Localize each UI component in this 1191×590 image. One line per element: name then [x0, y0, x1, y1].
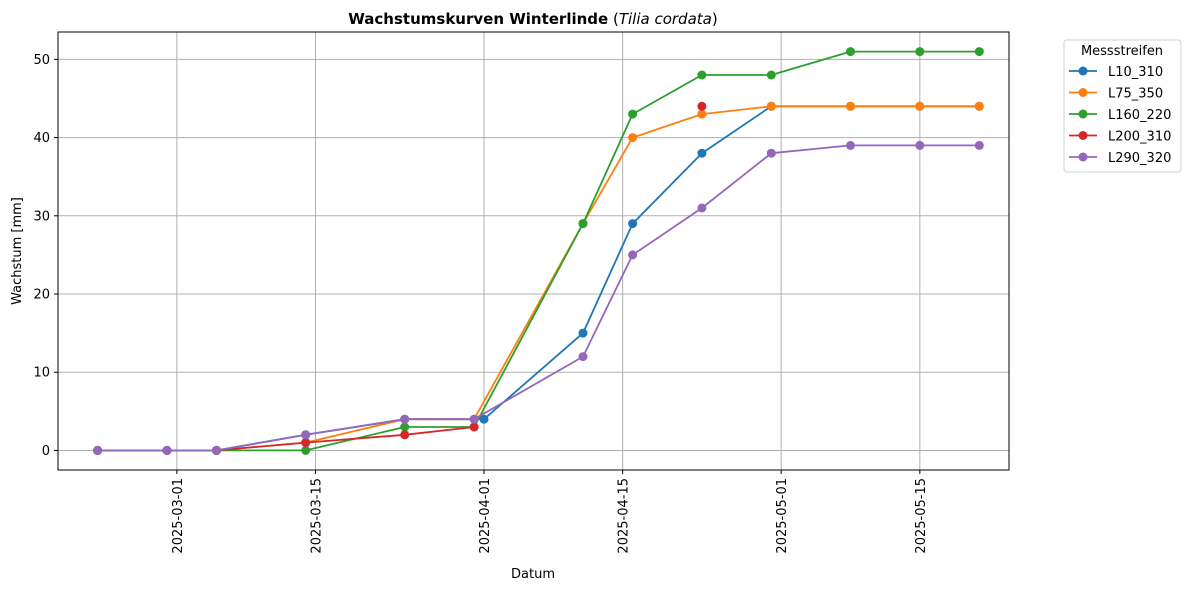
legend-marker-l10-310 [1078, 66, 1088, 76]
data-point-l160-220 [974, 47, 984, 57]
legend-label-l10-310: L10_310 [1108, 65, 1163, 80]
data-point-l290-320 [915, 140, 925, 150]
data-point-l290-320 [766, 148, 776, 158]
legend-label-l75-350: L75_350 [1108, 87, 1163, 102]
legend-item-l10-310: L10_310 [1069, 65, 1163, 80]
data-point-l290-320 [93, 445, 103, 455]
chart-title-close: ) [712, 10, 718, 28]
data-point-l290-320 [974, 140, 984, 150]
data-point-l10-310 [578, 328, 588, 338]
plot-frame [57, 31, 1010, 471]
legend-marker-l290-320 [1078, 152, 1088, 162]
grid [58, 32, 1009, 470]
legend-label-l160-220: L160_220 [1108, 108, 1171, 123]
data-point-l200-310 [301, 438, 311, 448]
legend-box [1063, 39, 1182, 173]
x-tick-label: 2025-03-15 [310, 478, 325, 554]
data-point-l10-310 [479, 414, 489, 424]
data-point-l290-320 [846, 140, 855, 150]
data-point-l290-320 [628, 250, 638, 260]
y-tick-label: 20 [33, 288, 50, 303]
data-point-l200-310 [697, 101, 707, 111]
chart-title-main: Wachstumskurven Winterlinde [348, 10, 608, 28]
data-point-l290-320 [162, 445, 172, 455]
legend: Messstreifen L10_310 L75_350 L160_220 L200_… [1063, 39, 1182, 173]
data-point-l10-310 [697, 148, 707, 158]
data-point-l160-220 [697, 70, 707, 80]
data-point-l160-220 [915, 47, 925, 57]
x-tick-label: 2025-04-15 [617, 478, 632, 554]
legend-marker-l200-310 [1078, 131, 1088, 140]
legend-label-l200-310: L200_310 [1108, 130, 1171, 145]
data-point-l75-350 [697, 109, 707, 119]
data-point-l200-310 [400, 430, 410, 440]
data-point-l75-350 [915, 101, 925, 111]
x-axis-label: Datum [511, 567, 555, 582]
y-tick-label: 0 [42, 444, 50, 459]
data-point-l75-350 [846, 101, 855, 111]
data-point-l75-350 [766, 101, 776, 111]
legend-item-l290-320: L290_320 [1069, 151, 1171, 166]
legend-item-l200-310: L200_310 [1069, 130, 1171, 145]
chart-title: Wachstumskurven Winterlinde (Tilia corda… [348, 10, 717, 28]
x-tick-label: 2025-05-15 [914, 478, 929, 554]
y-tick-label: 30 [33, 209, 50, 224]
y-tick-label: 50 [33, 53, 50, 68]
series-group [93, 47, 984, 455]
legend-title: Messstreifen [1081, 44, 1163, 59]
data-point-l160-220 [766, 70, 776, 80]
data-point-l75-350 [974, 101, 984, 111]
x-tick-label: 2025-03-01 [171, 478, 186, 554]
legend-label-l290-320: L290_320 [1108, 151, 1171, 166]
data-point-l10-310 [628, 219, 638, 229]
data-point-l160-220 [846, 47, 855, 57]
data-point-l290-320 [301, 430, 311, 440]
legend-items: L10_310 L75_350 L160_220 L200_310 L290_320 [1069, 65, 1171, 166]
data-point-l160-220 [628, 109, 638, 119]
axis-ticks: 2025-03-01 2025-03-15 2025-04-01 2025-04-15… [33, 53, 928, 554]
x-tick-label: 2025-05-01 [775, 478, 790, 554]
legend-marker-l160-220 [1078, 109, 1088, 119]
legend-item-l160-220: L160_220 [1069, 108, 1171, 123]
chart-title-open: ( [608, 10, 619, 28]
legend-marker-l75-350 [1078, 88, 1088, 97]
x-tick-label: 2025-04-01 [478, 478, 493, 554]
y-tick-label: 10 [33, 366, 50, 381]
data-point-l290-320 [212, 445, 221, 455]
data-point-l200-310 [469, 422, 479, 432]
data-point-l290-320 [400, 414, 410, 424]
chart-title-species: Tilia cordata [619, 10, 712, 28]
legend-item-l75-350: L75_350 [1069, 87, 1163, 102]
data-point-l160-220 [301, 445, 311, 455]
data-point-l290-320 [469, 414, 479, 424]
data-point-l290-320 [578, 352, 588, 362]
data-point-l75-350 [628, 133, 638, 143]
data-point-l160-220 [400, 422, 410, 432]
data-point-l290-320 [697, 203, 707, 213]
y-axis-label: Wachstum [mm] [10, 197, 25, 305]
y-tick-label: 40 [33, 131, 50, 146]
data-point-l160-220 [578, 219, 588, 229]
series-l290-320 [93, 140, 984, 455]
